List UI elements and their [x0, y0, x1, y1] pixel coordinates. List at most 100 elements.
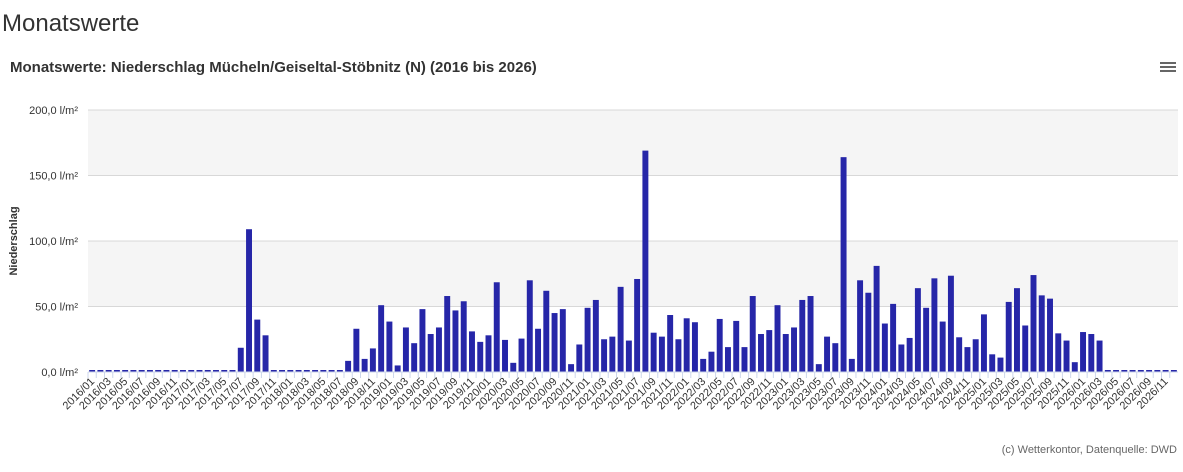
bar — [1162, 370, 1169, 372]
bar — [1055, 333, 1062, 372]
bar — [270, 370, 277, 372]
bar — [584, 307, 591, 372]
bar — [592, 299, 599, 372]
bar — [155, 370, 162, 372]
bar — [179, 370, 186, 372]
bar — [1022, 325, 1029, 372]
bar — [625, 340, 632, 372]
bar — [989, 354, 996, 372]
bar — [832, 343, 839, 372]
bar — [146, 370, 153, 372]
bar — [1014, 288, 1020, 372]
bar — [749, 296, 756, 372]
bar — [477, 341, 484, 372]
credit[interactable]: (c) Wetterkontor, Datenquelle: DWD — [1001, 444, 1177, 456]
bar — [716, 318, 723, 372]
bar — [89, 370, 96, 372]
bar — [204, 370, 211, 372]
bar — [815, 364, 822, 372]
bar — [865, 292, 872, 372]
bar — [807, 296, 814, 372]
bar — [287, 370, 294, 372]
bar — [1121, 370, 1128, 372]
bar — [469, 331, 475, 372]
bar — [691, 322, 698, 372]
bar — [683, 318, 690, 372]
bar — [658, 336, 665, 372]
y-axis-label: Niederschlag — [8, 206, 20, 275]
bar — [708, 351, 715, 372]
bar — [518, 338, 525, 372]
bar — [328, 370, 335, 372]
bar — [1137, 370, 1144, 372]
bar — [262, 335, 269, 372]
bar — [840, 157, 847, 372]
bar — [782, 334, 789, 372]
y-tick-label: 0,0 l/m² — [41, 367, 78, 379]
bar — [972, 339, 979, 372]
bar — [1129, 370, 1136, 372]
bar — [361, 358, 368, 372]
bar — [881, 323, 888, 372]
bar — [1154, 370, 1161, 372]
y-tick-label: 200,0 l/m² — [29, 105, 78, 117]
bar — [246, 229, 252, 372]
bar — [386, 321, 393, 372]
bar — [980, 314, 987, 372]
bar — [848, 358, 855, 372]
bar — [221, 370, 228, 372]
bar — [1096, 340, 1103, 372]
bar — [824, 336, 831, 372]
plot-band — [88, 110, 1178, 176]
bar — [939, 321, 946, 372]
bar — [956, 337, 963, 372]
y-tick-label: 50,0 l/m² — [35, 302, 78, 314]
bar — [642, 150, 649, 372]
bar — [1080, 332, 1087, 372]
bar — [122, 370, 129, 372]
bar — [774, 305, 781, 372]
bar — [213, 370, 219, 372]
bar — [237, 347, 244, 372]
y-tick-label: 100,0 l/m² — [29, 236, 78, 248]
bar — [1088, 334, 1095, 372]
bar — [766, 330, 773, 372]
bar — [435, 327, 442, 372]
hamburger-icon[interactable] — [1160, 60, 1176, 74]
bar — [667, 315, 674, 372]
bar — [799, 299, 806, 372]
chart-title: Monatswerte: Niederschlag Mücheln/Geisel… — [10, 59, 537, 76]
bar — [320, 370, 327, 372]
bar — [254, 319, 261, 372]
bar — [353, 328, 360, 372]
bar — [650, 332, 657, 372]
bar — [345, 360, 352, 372]
page-heading: Monatswerte — [2, 10, 140, 37]
bar — [601, 339, 608, 372]
bar — [1030, 275, 1037, 372]
bar — [576, 344, 583, 372]
bar — [460, 301, 467, 372]
bar — [675, 339, 682, 372]
y-tick-label: 150,0 l/m² — [29, 171, 78, 183]
bar — [758, 334, 764, 372]
bar — [914, 288, 921, 372]
bar — [1146, 370, 1153, 372]
bar — [1071, 362, 1078, 372]
bar — [609, 336, 616, 372]
bar — [898, 344, 905, 372]
bar — [1005, 301, 1012, 372]
bar — [733, 320, 740, 372]
bar — [411, 343, 418, 372]
bar — [741, 347, 748, 372]
bar — [394, 365, 401, 372]
bar — [535, 328, 542, 372]
bar — [906, 337, 913, 372]
bar — [452, 310, 459, 372]
bar — [229, 370, 236, 372]
bar — [427, 334, 434, 372]
bar — [97, 370, 104, 372]
bar — [551, 313, 558, 372]
bar — [303, 370, 310, 372]
bar — [279, 370, 286, 372]
